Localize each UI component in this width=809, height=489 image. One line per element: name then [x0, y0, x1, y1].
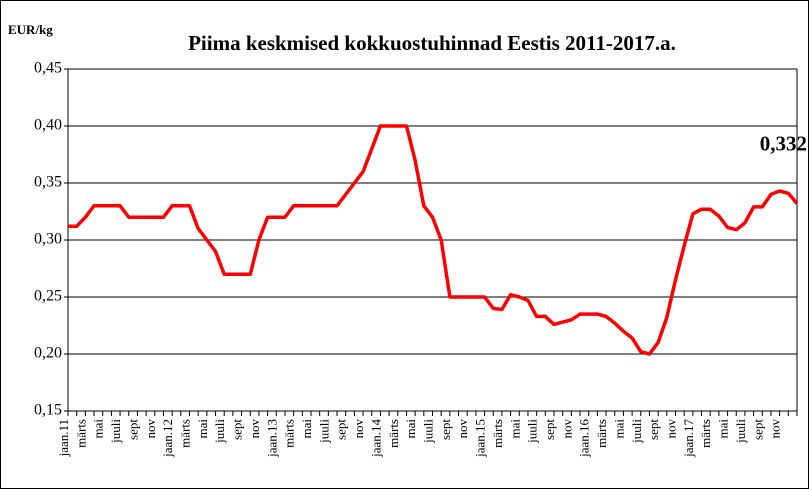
x-tick-label: juuli: [316, 419, 331, 444]
x-tick-label: juuli: [108, 419, 123, 444]
x-tick-label: mai: [716, 419, 731, 439]
x-tick-label: nov: [247, 419, 262, 439]
x-tick-label: märts: [386, 419, 401, 448]
data-line: [68, 124, 799, 356]
x-tick-label: sept: [125, 419, 140, 440]
x-tick-label: mai: [91, 419, 106, 439]
y-tick-label: 0,45: [34, 60, 62, 77]
data-label: 0,332: [760, 131, 807, 155]
x-tick-label: mai: [403, 419, 418, 439]
x-tick-label: nov: [663, 419, 678, 439]
x-tick-label: märts: [594, 419, 609, 448]
x-tick-label: jaan.11: [56, 419, 71, 457]
x-tick-label: sept: [542, 419, 557, 440]
x-tick-label: sept: [646, 419, 661, 440]
x-tick-label: juuli: [420, 419, 435, 444]
x-tick-label: sept: [750, 419, 765, 440]
y-axis-label: EUR/kg: [8, 22, 53, 37]
y-tick-label: 0,40: [34, 117, 62, 134]
x-tick-label: märts: [73, 419, 88, 448]
x-tick-label: jaan.17: [681, 419, 696, 458]
x-tick-label: jaan.14: [368, 419, 383, 458]
x-tick-label: nov: [351, 419, 366, 439]
x-tick-label: juuli: [525, 419, 540, 444]
chart-title: Piima keskmised kokkuostuhinnad Eestis 2…: [188, 31, 676, 55]
x-tick-label: märts: [490, 419, 505, 448]
x-tick-label: sept: [438, 419, 453, 440]
x-tick-label: jaan.13: [264, 419, 279, 458]
x-tick-label: jaan.16: [577, 419, 592, 458]
x-tick-label: mai: [195, 419, 210, 439]
x-tick-label: mai: [611, 419, 626, 439]
x-tick-label: mai: [299, 419, 314, 439]
x-tick-label: märts: [177, 419, 192, 448]
x-tick-label: nov: [559, 419, 574, 439]
x-tick-label: nov: [768, 419, 783, 439]
y-tick-label: 0,35: [34, 174, 62, 191]
x-tick-label: juuli: [212, 419, 227, 444]
x-tick-label: märts: [282, 419, 297, 448]
x-tick-label: mai: [507, 419, 522, 439]
x-tick-label: nov: [143, 419, 158, 439]
x-tick-label: juuli: [733, 419, 748, 444]
x-tick-label: jaan.12: [160, 419, 175, 458]
x-tick-label: sept: [334, 419, 349, 440]
y-tick-label: 0,15: [34, 402, 62, 419]
x-tick-label: nov: [455, 419, 470, 439]
y-tick-label: 0,20: [34, 345, 62, 362]
y-tick-label: 0,30: [34, 231, 62, 248]
x-tick-label: juuli: [629, 419, 644, 444]
x-tick-label: jaan.15: [473, 419, 488, 458]
y-tick-label: 0,25: [34, 288, 62, 305]
x-tick-label: sept: [230, 419, 245, 440]
x-tick-label: märts: [698, 419, 713, 448]
